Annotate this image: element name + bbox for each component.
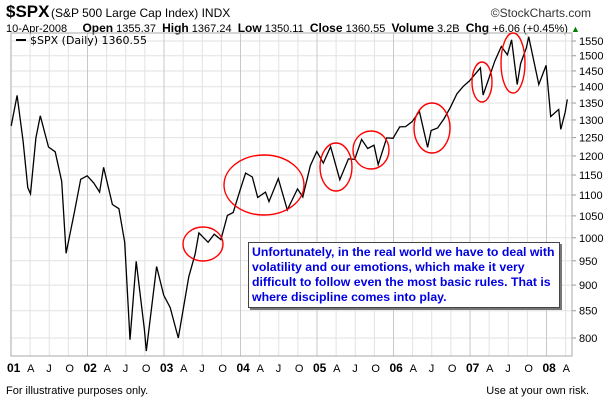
annotation-box: Unfortunately, in the real world we have… xyxy=(248,242,560,308)
index-name: (S&P 500 Large Cap Index) INDX xyxy=(51,6,230,20)
y-tick-label: 1100 xyxy=(579,190,603,202)
x-tick-label: 08 xyxy=(543,361,557,375)
close-value: 1360.55 xyxy=(345,23,386,35)
low-label: Low xyxy=(237,21,262,35)
highlight-circle xyxy=(471,61,493,103)
disclaimer-left: For illustrative purposes only. xyxy=(6,385,149,397)
x-tick-label: O xyxy=(65,363,74,375)
chg-label: Chg xyxy=(465,21,490,35)
x-tick-label: A xyxy=(563,363,571,375)
x-tick-label: 02 xyxy=(84,361,98,375)
exchange: INDX xyxy=(201,6,231,20)
y-tick-label: 850 xyxy=(579,306,597,318)
x-tick-label: 03 xyxy=(160,361,174,375)
x-tick-label: 06 xyxy=(390,361,404,375)
plot-border xyxy=(10,32,573,357)
x-tick-label: 07 xyxy=(466,361,480,375)
x-tick-label: O xyxy=(142,363,151,375)
x-tick-label: A xyxy=(257,363,265,375)
y-tick-label: 1450 xyxy=(579,66,603,78)
x-tick-label: J xyxy=(276,363,282,375)
y-tick-label: 1500 xyxy=(579,51,603,63)
x-tick-label: 01 xyxy=(7,361,21,375)
close-label: Close xyxy=(309,21,343,35)
quote-bar: 10-Apr-2008 Open 1355.37 High 1367.24 Lo… xyxy=(6,21,580,35)
brand-logo: ©StockCharts.com xyxy=(490,6,591,20)
x-tick-label: 04 xyxy=(237,361,251,375)
x-tick-label: J xyxy=(199,363,205,375)
high-value: 1367.24 xyxy=(191,23,232,35)
y-tick-label: 1300 xyxy=(579,115,603,127)
y-tick-label: 1000 xyxy=(579,233,603,245)
volume-value: 3.2B xyxy=(436,23,460,35)
x-tick-label: A xyxy=(27,363,35,375)
x-tick-label: 05 xyxy=(313,361,327,375)
y-tick-label: 900 xyxy=(579,280,597,292)
x-tick-label: J xyxy=(46,363,52,375)
legend-label: $SPX (Daily) 1360.55 xyxy=(30,34,147,47)
low-value: 1350.11 xyxy=(264,23,304,35)
symbol: $SPX xyxy=(6,2,50,21)
open-label: Open xyxy=(82,21,114,35)
y-tick-label: 1150 xyxy=(579,170,603,182)
y-tick-label: 1350 xyxy=(579,98,603,110)
x-tick-label: A xyxy=(333,363,341,375)
disclaimer-right: Use at your own risk. xyxy=(486,385,589,397)
y-tick-label: 1200 xyxy=(579,151,603,163)
highlight-circle xyxy=(413,102,451,154)
y-tick-label: 1250 xyxy=(579,133,603,145)
highlight-circle xyxy=(223,154,305,216)
y-tick-label: 950 xyxy=(579,256,597,268)
x-tick-label: A xyxy=(104,363,112,375)
x-tick-label: O xyxy=(371,363,380,375)
x-tick-label: O xyxy=(295,363,304,375)
x-tick-label: O xyxy=(448,363,457,375)
open-value: 1355.37 xyxy=(116,23,156,35)
y-tick-label: 1400 xyxy=(579,82,603,94)
x-tick-label: J xyxy=(123,363,129,375)
chg-value: +6.06 (+0.45%) xyxy=(492,23,568,35)
x-tick-label: J xyxy=(429,363,435,375)
y-tick-label: 1050 xyxy=(579,211,603,223)
x-tick-label: A xyxy=(486,363,494,375)
highlight-circle xyxy=(352,130,390,170)
x-tick-label: J xyxy=(352,363,358,375)
quote-date: 10-Apr-2008 xyxy=(6,23,68,35)
y-tick-label: 800 xyxy=(579,333,597,345)
x-tick-label: J xyxy=(505,363,511,375)
volume-label: Volume xyxy=(391,21,434,35)
highlight-circle xyxy=(319,142,353,192)
highlight-circle xyxy=(500,32,526,94)
x-tick-label: O xyxy=(524,363,533,375)
x-tick-label: A xyxy=(180,363,188,375)
y-tick-label: 1550 xyxy=(579,36,603,48)
high-label: High xyxy=(162,21,189,35)
x-tick-label: A xyxy=(410,363,418,375)
highlight-circle xyxy=(182,226,224,262)
up-arrow-icon: ▲ xyxy=(571,24,580,34)
index-full-name: (S&P 500 Large Cap Index) xyxy=(51,6,199,20)
x-tick-label: O xyxy=(218,363,227,375)
